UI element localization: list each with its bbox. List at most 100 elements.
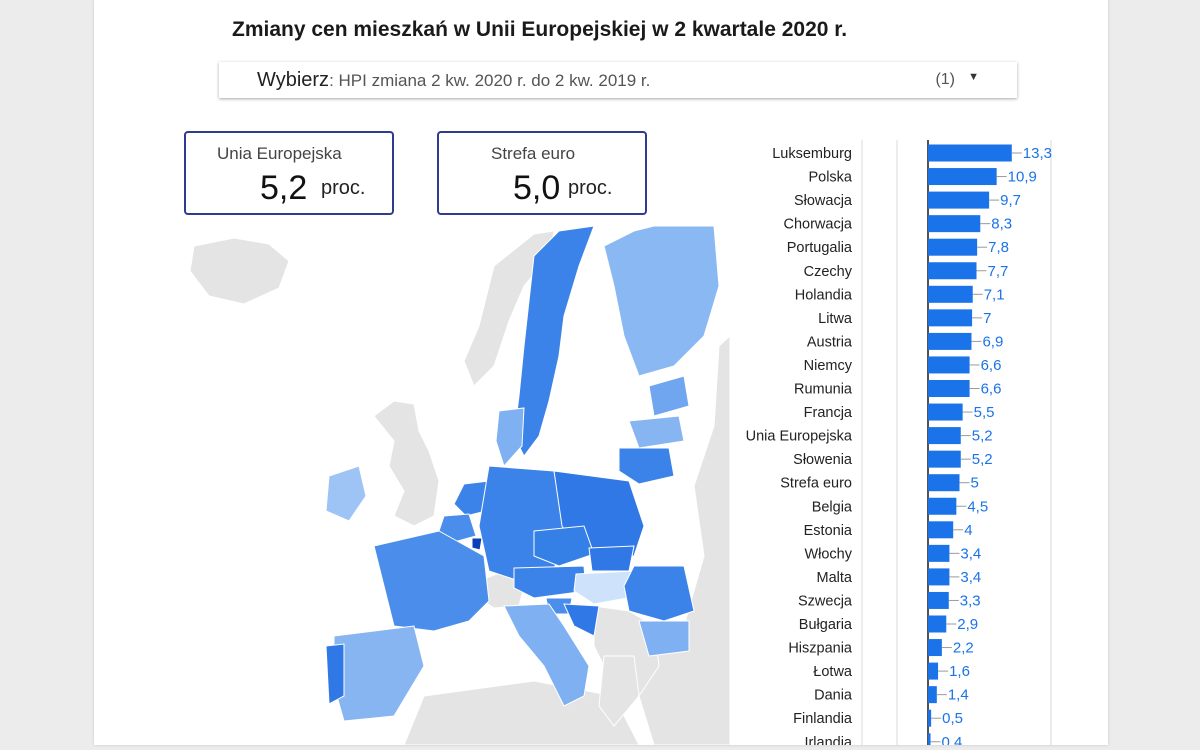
bar[interactable] (928, 191, 990, 209)
germany-shape[interactable] (478, 465, 565, 582)
bar[interactable] (928, 332, 972, 350)
bar[interactable] (928, 639, 942, 657)
bar-row[interactable]: Estonia 4 (804, 521, 973, 539)
austria-shape[interactable] (513, 565, 587, 599)
bar-row[interactable]: Francja 5,5 (804, 403, 995, 422)
bar-row[interactable]: Łotwa 1,6 (813, 662, 970, 681)
bar-row[interactable]: Słowenia 5,2 (793, 450, 993, 469)
bar-row[interactable]: Portugalia 7,8 (787, 238, 1009, 257)
kpi-label: Unia Europejska (217, 144, 342, 163)
norway-shape (463, 230, 555, 387)
bar[interactable] (928, 238, 978, 256)
value-label: 4 (964, 522, 972, 539)
bar[interactable] (928, 262, 977, 280)
bar[interactable] (928, 497, 957, 515)
value-label: 4,5 (967, 498, 988, 515)
bar[interactable] (928, 168, 997, 186)
bar[interactable] (928, 591, 949, 609)
bar[interactable] (928, 615, 947, 633)
bar-row[interactable]: Holandia 7,1 (795, 285, 1005, 304)
finland-shape[interactable] (603, 226, 720, 377)
bar[interactable] (928, 285, 973, 303)
bar[interactable] (928, 662, 939, 680)
value-label: 1,6 (949, 663, 970, 680)
bar-row[interactable]: Litwa 7 (818, 309, 991, 327)
greece-shape[interactable] (598, 655, 640, 727)
value-label: 6,6 (981, 381, 1002, 398)
category-label: Włochy (804, 546, 852, 562)
france-shape[interactable] (373, 530, 490, 632)
kpi-card-eu: Unia Europejska 5,2 proc. (184, 131, 394, 215)
europe-map-svg[interactable] (94, 226, 730, 745)
ireland-shape[interactable] (325, 465, 367, 522)
bar[interactable] (928, 568, 950, 586)
bar[interactable] (928, 356, 970, 374)
bar-row[interactable]: Belgia 4,5 (812, 497, 989, 516)
bar-row[interactable]: Unia Europejska 5,2 (746, 427, 993, 445)
bar-row[interactable]: Strefa euro 5 (780, 474, 979, 492)
europe-map[interactable] (94, 226, 730, 745)
spain-shape[interactable] (333, 625, 425, 722)
bar[interactable] (928, 144, 1012, 162)
bar-row[interactable]: Niemcy 6,6 (804, 356, 1002, 374)
bar-row[interactable]: Chorwacja 8,3 (784, 215, 1013, 233)
category-label: Francja (804, 405, 853, 421)
czechia-shape[interactable] (533, 525, 595, 567)
italy-shape[interactable] (503, 603, 590, 707)
bar-row[interactable]: Malta 3,4 (817, 568, 982, 586)
selector-value: HPI zmiana 2 kw. 2020 r. do 2 kw. 2019 r… (338, 71, 651, 90)
latvia-shape[interactable] (628, 415, 685, 449)
value-label: 7,7 (988, 263, 1009, 280)
bar-row[interactable]: Hiszpania 2,2 (788, 639, 974, 657)
bar-row[interactable]: Dania 1,4 (814, 686, 969, 704)
croatia-shape[interactable] (563, 603, 600, 637)
lithuania-shape[interactable] (618, 447, 675, 485)
sweden-shape[interactable] (513, 226, 595, 457)
bar[interactable] (928, 403, 963, 421)
bar[interactable] (928, 544, 950, 562)
bar-row[interactable]: Czechy 7,7 (804, 262, 1009, 280)
bar-row[interactable]: Polska 10,9 (808, 168, 1037, 186)
bar[interactable] (928, 709, 932, 727)
romania-shape[interactable] (623, 565, 695, 622)
bar-row[interactable]: Słowacja 9,7 (794, 191, 1021, 210)
denmark-shape[interactable] (495, 407, 525, 467)
bar-row[interactable]: Irlandia 0,4 (804, 733, 963, 750)
category-label: Strefa euro (780, 476, 852, 492)
bar[interactable] (928, 450, 961, 468)
category-label: Słowenia (793, 452, 853, 468)
bulgaria-shape[interactable] (638, 620, 690, 657)
portugal-shape[interactable] (325, 643, 345, 705)
hungary-shape[interactable] (573, 570, 640, 605)
bar[interactable] (928, 427, 961, 445)
bar[interactable] (928, 380, 970, 397)
slovakia-shape[interactable] (588, 545, 635, 572)
netherlands-shape[interactable] (453, 480, 490, 517)
bar[interactable] (928, 686, 937, 704)
bar[interactable] (928, 521, 954, 539)
kpi-card-eurozone: Strefa euro 5,0 proc. (437, 131, 647, 215)
bar-row[interactable]: Rumunia 6,6 (794, 380, 1001, 398)
bar[interactable] (928, 215, 981, 233)
bar[interactable] (928, 474, 960, 492)
value-label: 1,4 (948, 687, 969, 704)
bar-row[interactable]: Bułgaria 2,9 (799, 615, 978, 634)
selector-label: Wybierz (257, 69, 330, 91)
estonia-shape[interactable] (648, 375, 690, 417)
bar-row[interactable]: Luksemburg 13,3 (772, 144, 1052, 163)
bar-row[interactable]: Szwecja 3,3 (798, 591, 981, 610)
category-label: Dania (814, 688, 853, 704)
luxembourg-shape[interactable] (471, 537, 483, 551)
bar-row[interactable]: Finlandia 0,5 (793, 709, 963, 728)
bar[interactable] (928, 309, 973, 327)
value-label: 7 (983, 310, 991, 327)
bar[interactable] (928, 733, 931, 750)
eu-countries (325, 226, 720, 727)
bar-row[interactable]: Austria 6,9 (807, 332, 1003, 351)
bar-row[interactable]: Włochy 3,4 (804, 544, 981, 563)
value-label: 0,4 (942, 734, 963, 745)
value-label: 5 (971, 475, 979, 492)
metric-selector-dropdown[interactable]: Wybierz: HPI zmiana 2 kw. 2020 r. do 2 k… (219, 62, 1017, 98)
category-label: Portugalia (787, 240, 853, 256)
belgium-shape[interactable] (438, 513, 477, 543)
